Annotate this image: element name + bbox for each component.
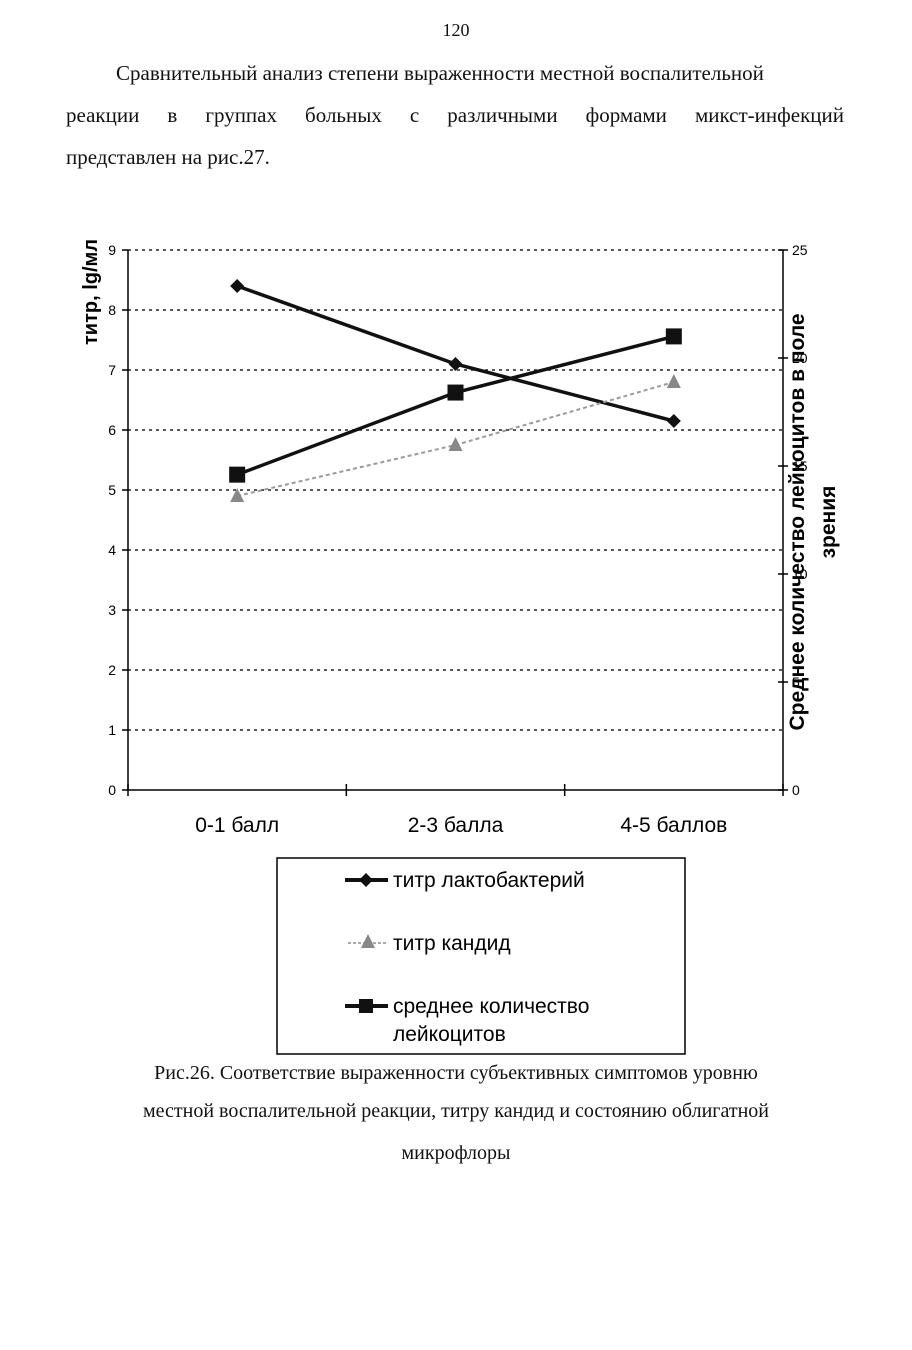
right-axis-label: Среднее количество лейкоцитов в поле [786,313,809,730]
axis-ticks: 0 1 2 3 4 5 6 7 8 9 0 5 10 15 20 25 0-1 балл 2-3 балла 4-5… [108,242,808,837]
right-tick-label: 15 [792,458,808,474]
right-tick-label: 25 [792,242,808,258]
paragraph-line: представлен на рис.27. [66,145,270,169]
left-tick-label: 7 [108,362,116,378]
page-number: 120 [442,20,470,40]
right-tick-label: 10 [792,566,808,582]
data-point-diamond [230,279,245,293]
x-tick-label: 0-1 балл [195,814,279,837]
right-axis-label-line-2: зрения [817,486,840,559]
legend-marker-square-icon [359,999,373,1013]
data-point-square [447,384,464,401]
left-tick-label: 6 [108,422,116,438]
paragraph-line: Сравнительный анализ степени выраженност… [116,61,764,85]
figure-caption: местной воспалительной реакции, титру ка… [142,1100,769,1122]
data-point-diamond [666,414,681,428]
legend-label-leukocytes-line-2: лейкоцитов [393,1023,506,1046]
left-tick-label: 5 [108,482,116,498]
x-tick-label: 2-3 балла [408,814,504,837]
paragraph-line: реакции в группах больных с различными ф… [66,103,844,127]
data-point-triangle [230,488,245,502]
series [229,279,682,502]
legend-box [276,857,686,1055]
legend-label-leukocytes-line-1: среднее количество [393,995,589,1018]
legend: титр лактобактерий титр кандид среднее к… [276,857,686,1055]
left-tick-label: 9 [108,242,116,258]
data-point-diamond [448,357,463,371]
left-axis-label: титр, lg/мл [80,239,102,345]
data-point-square [665,328,682,345]
left-tick-label: 0 [108,782,116,798]
right-tick-label: 20 [792,350,808,366]
legend-marker-diamond-icon [359,873,373,887]
legend-label-lactobacteria: титр лактобактерий [393,869,585,892]
grid-lines [128,249,783,731]
legend-marker-triangle-icon [361,934,375,948]
right-tick-label: 0 [792,782,800,798]
x-tick-label: 4-5 баллов [620,814,727,837]
left-tick-label: 4 [108,542,116,558]
data-point-triangle [666,374,681,388]
axes [127,250,784,791]
data-point-triangle [448,437,463,451]
left-tick-label: 8 [108,302,116,318]
data-point-square [229,466,246,483]
figure-caption: микрофлоры [401,1142,511,1164]
legend-label-candida: титр кандид [393,932,511,955]
figure-caption: Рис.26. Соответствие выраженности субъек… [154,1062,758,1084]
left-tick-label: 3 [108,602,116,618]
chart: 0 1 2 3 4 5 6 7 8 9 0 5 10 15 20 25 0-1 балл 2-3 балла 4-5… [80,239,840,1055]
right-tick-label: 5 [792,674,800,690]
left-tick-label: 2 [108,662,116,678]
left-tick-label: 1 [108,722,116,738]
